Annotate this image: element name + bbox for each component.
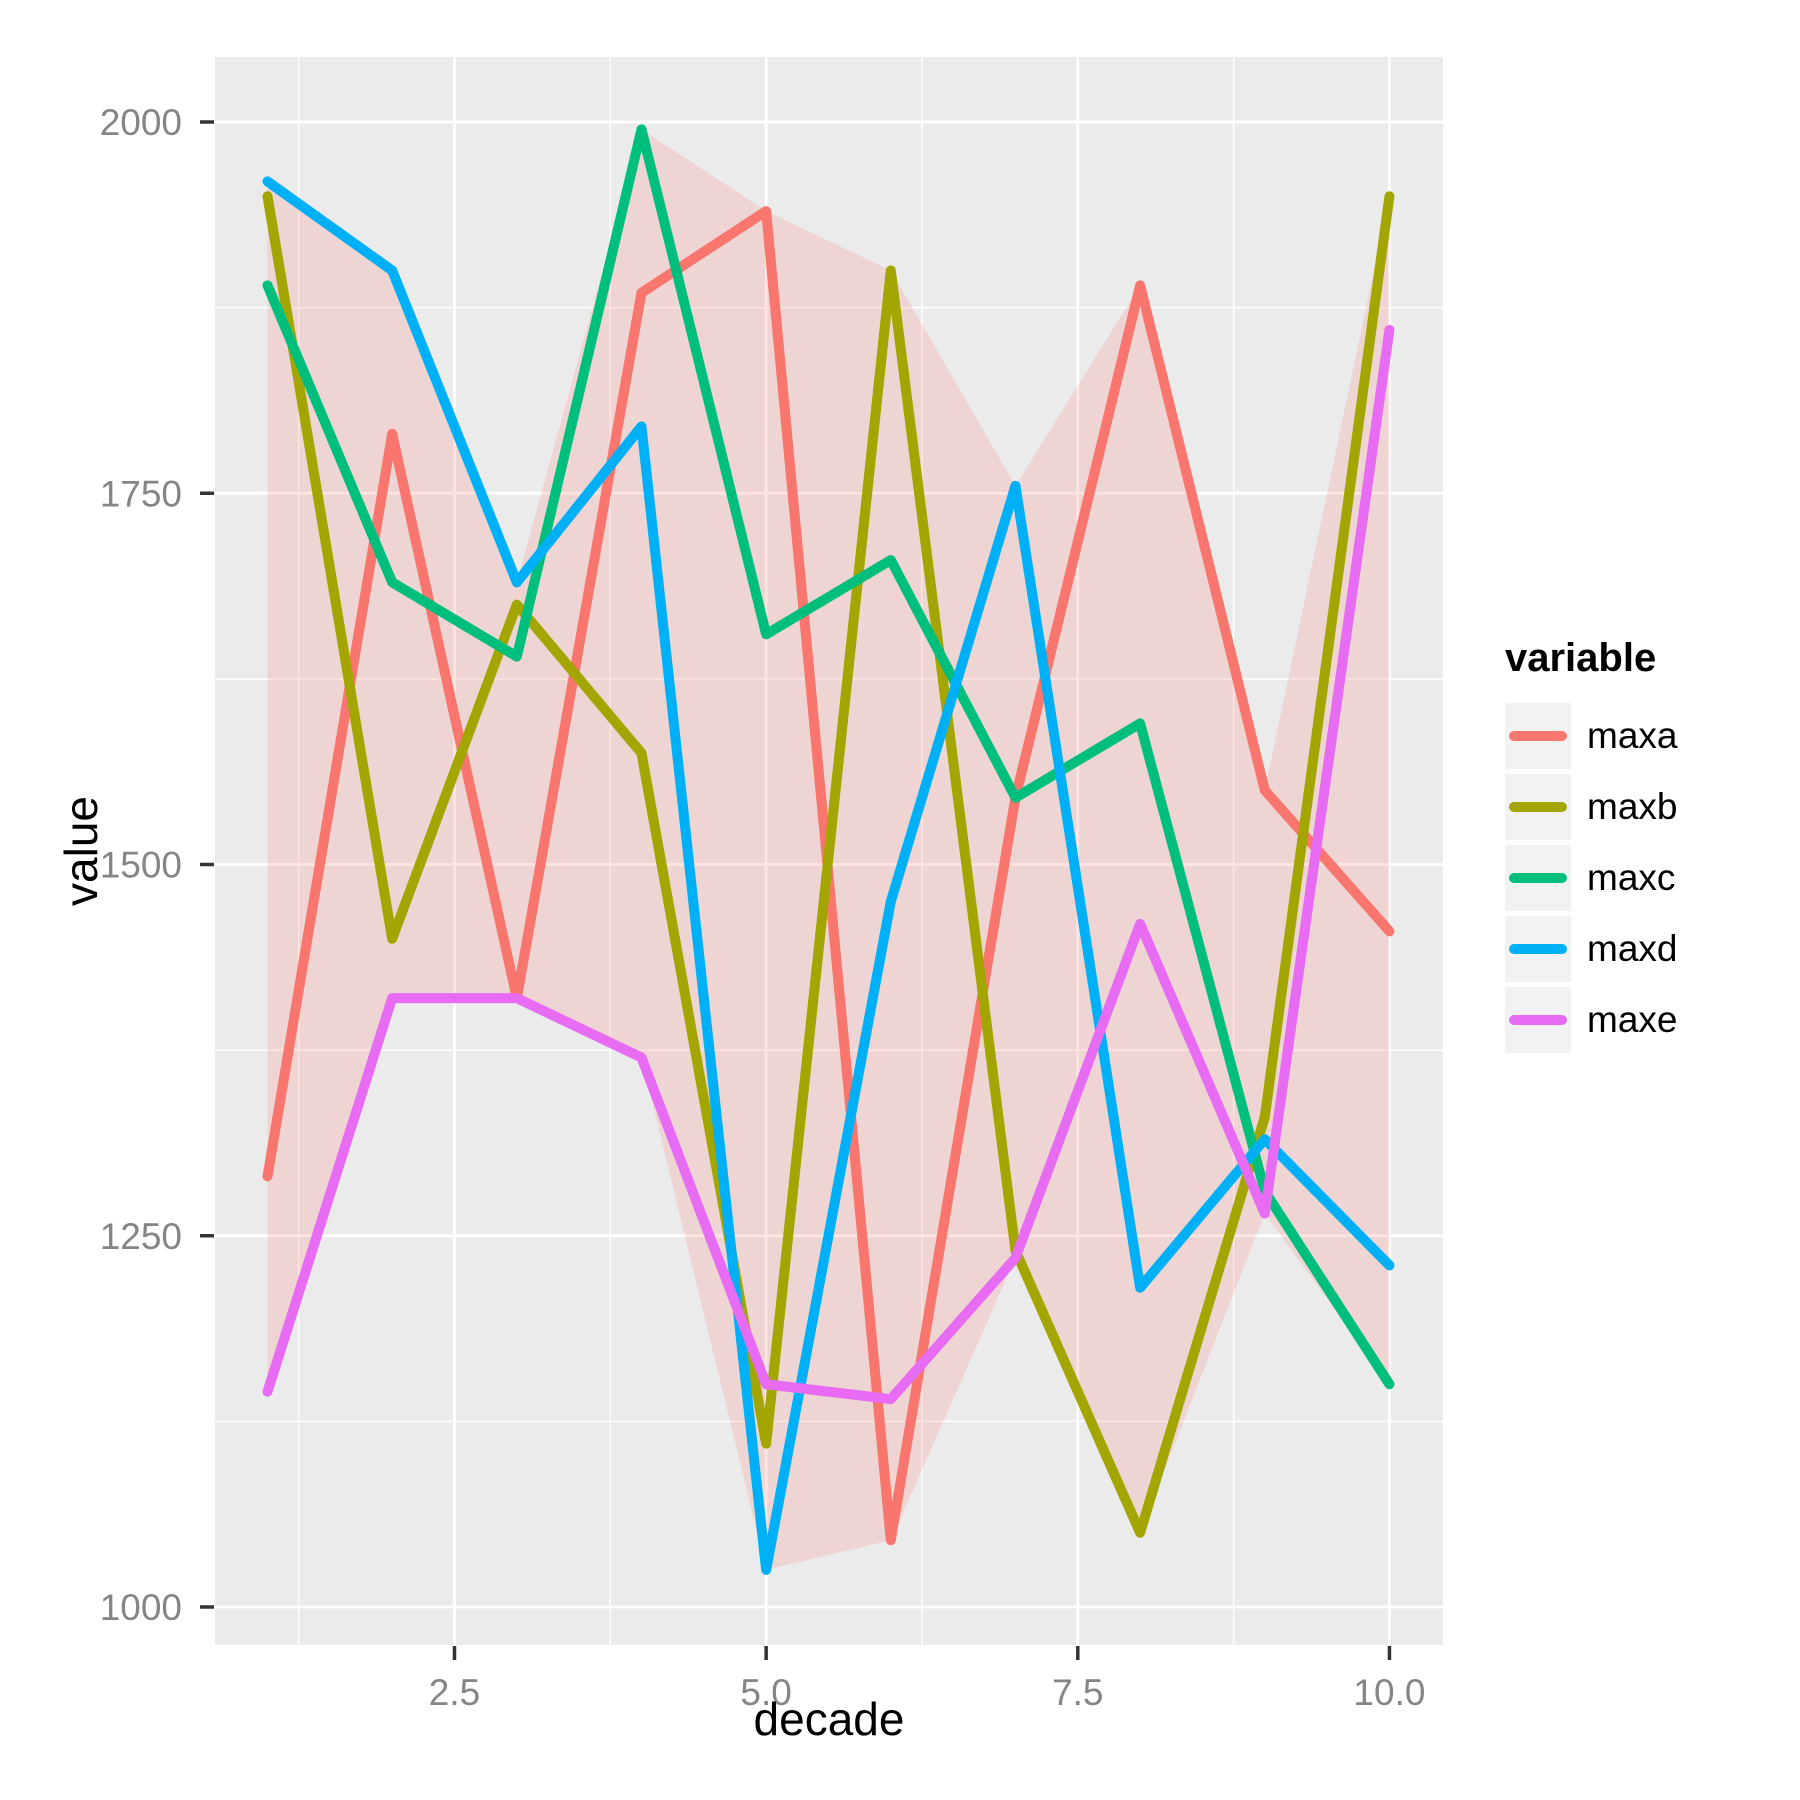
legend-key-line-icon: [1509, 802, 1567, 812]
x-tick-label: 7.5: [1052, 1672, 1103, 1713]
y-axis-title: value: [55, 796, 107, 906]
legend-entry-maxb: maxb: [1505, 774, 1677, 840]
legend-key-maxb: [1505, 774, 1571, 840]
series-line-maxe: [262, 324, 1395, 1405]
x-tick-label: 10.0: [1353, 1672, 1425, 1713]
legend-entry-maxa: maxa: [1505, 703, 1677, 769]
x-tick-label: 5.0: [740, 1672, 791, 1713]
legend-entries: maxa maxb maxc maxd maxe: [1505, 703, 1677, 1053]
legend-label-maxc: maxc: [1587, 857, 1676, 898]
y-tick-label: 2000: [100, 102, 182, 143]
legend-label-maxa: maxa: [1587, 715, 1678, 756]
x-axis-title: decade: [753, 1693, 905, 1745]
legend-key-line-icon: [1509, 1015, 1567, 1025]
series-line-maxc: [262, 124, 1395, 1390]
y-tick-label: 1000: [100, 1587, 182, 1628]
legend-title: variable: [1505, 636, 1657, 680]
legend-key-maxe: [1505, 987, 1571, 1053]
legend-label-maxb: maxb: [1587, 786, 1678, 827]
legend-key-line-icon: [1509, 731, 1567, 741]
legend-key-line-icon: [1509, 873, 1567, 883]
legend-key-maxd: [1505, 916, 1571, 982]
x-tick-label: 2.5: [429, 1672, 480, 1713]
legend: variable maxa maxb maxc maxd maxe: [1505, 636, 1677, 1058]
legend-key-line-icon: [1509, 944, 1567, 954]
legend-label-maxd: maxd: [1587, 928, 1678, 969]
legend-entry-maxc: maxc: [1505, 845, 1677, 911]
legend-label-maxe: maxe: [1587, 999, 1678, 1040]
legend-entry-maxe: maxe: [1505, 987, 1677, 1053]
y-tick-label: 1250: [100, 1216, 182, 1257]
series-line-maxb: [262, 191, 1395, 1538]
legend-key-maxa: [1505, 703, 1571, 769]
series-line-maxd: [262, 176, 1395, 1575]
y-tick-label: 1750: [100, 473, 182, 514]
legend-key-maxc: [1505, 845, 1571, 911]
y-tick-label: 1500: [100, 845, 182, 886]
legend-entry-maxd: maxd: [1505, 916, 1677, 982]
